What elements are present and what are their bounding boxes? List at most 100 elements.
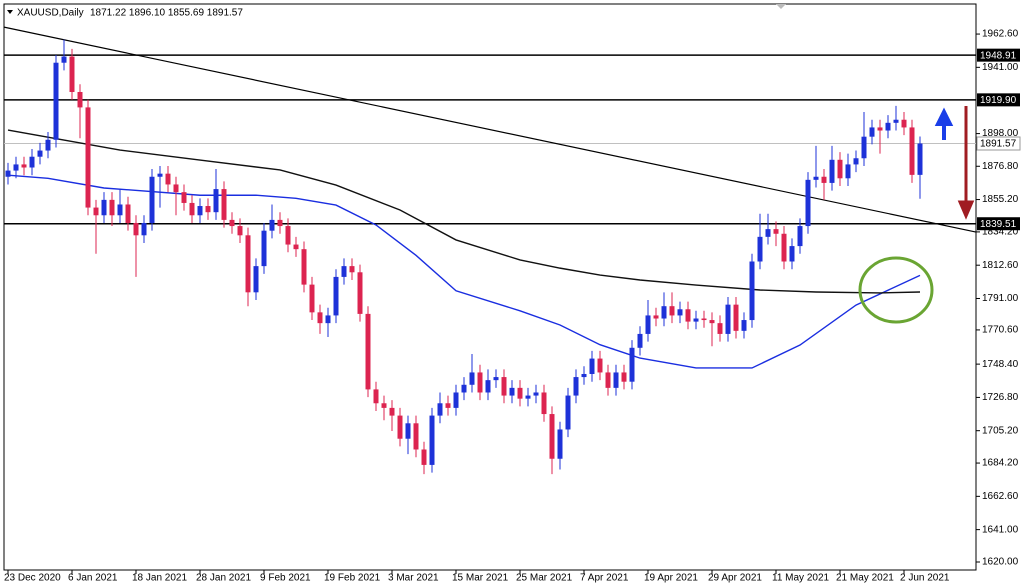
candle-body bbox=[317, 312, 323, 324]
candle-body bbox=[309, 284, 315, 313]
candle-body bbox=[869, 127, 875, 137]
candle-body bbox=[789, 246, 795, 262]
candle-body bbox=[461, 384, 467, 393]
candle-body bbox=[485, 380, 491, 393]
y-tick-label: 1812.60 bbox=[982, 260, 1019, 271]
candle-body bbox=[581, 373, 587, 378]
candle-body bbox=[525, 395, 531, 399]
candle-body bbox=[269, 219, 275, 231]
candle-body bbox=[709, 320, 715, 324]
candle-body bbox=[221, 189, 227, 220]
down-arrow bbox=[957, 106, 975, 220]
candle-body bbox=[605, 372, 611, 388]
candle-body bbox=[493, 377, 499, 381]
menu-triangle bbox=[7, 10, 13, 14]
candle-body bbox=[573, 377, 579, 396]
candle-body bbox=[773, 229, 779, 234]
candle-body bbox=[61, 56, 67, 63]
candle-body bbox=[421, 449, 427, 465]
up-arrow bbox=[934, 107, 954, 140]
candle-body bbox=[861, 136, 867, 159]
candle-body bbox=[101, 199, 107, 216]
candle-body bbox=[837, 159, 843, 179]
candle-body bbox=[285, 226, 291, 245]
candle-body bbox=[397, 415, 403, 439]
price-tag bbox=[977, 217, 1020, 231]
candle-body bbox=[509, 387, 515, 396]
price-tag bbox=[977, 93, 1020, 107]
candle-body bbox=[133, 222, 139, 236]
candle-body bbox=[197, 206, 203, 216]
y-tick-label: 1684.20 bbox=[982, 458, 1019, 469]
candle-body bbox=[653, 315, 659, 319]
candle-body bbox=[733, 304, 739, 331]
x-tick-label: 2 Jun 2021 bbox=[900, 573, 950, 584]
x-tick-label: 9 Feb 2021 bbox=[260, 573, 311, 584]
y-tick-label: 1770.60 bbox=[982, 325, 1019, 336]
candle-body bbox=[205, 206, 211, 213]
candle-body bbox=[693, 318, 699, 322]
y-tick-label: 1791.00 bbox=[982, 293, 1019, 304]
candle-body bbox=[5, 170, 11, 177]
candle-body bbox=[813, 176, 819, 180]
candle-body bbox=[533, 392, 539, 396]
candle-body bbox=[293, 244, 299, 250]
candle-body bbox=[437, 403, 443, 416]
price-tag-label: 1919.90 bbox=[980, 95, 1017, 106]
price-tag-label: 1839.51 bbox=[980, 219, 1017, 230]
candle-body bbox=[853, 158, 859, 165]
candle-body bbox=[69, 56, 75, 92]
candle-body bbox=[141, 222, 147, 236]
candle-body bbox=[845, 164, 851, 179]
candle-body bbox=[213, 189, 219, 213]
candle-body bbox=[501, 377, 507, 396]
y-tick-label: 1726.80 bbox=[982, 392, 1019, 403]
x-tick-label: 6 Jan 2021 bbox=[68, 573, 118, 584]
candle-body bbox=[357, 272, 363, 314]
candle-body bbox=[917, 143, 923, 175]
candle-body bbox=[717, 323, 723, 334]
candle-body bbox=[797, 226, 803, 247]
candle-body bbox=[781, 233, 787, 262]
candle-body bbox=[893, 119, 899, 123]
candle-body bbox=[677, 309, 683, 316]
y-tick-label: 1962.60 bbox=[982, 29, 1019, 40]
candle-body bbox=[885, 122, 891, 131]
y-tick-label: 1834.20 bbox=[982, 227, 1019, 238]
candle-body bbox=[333, 276, 339, 316]
candle-body bbox=[405, 423, 411, 439]
candle-body bbox=[53, 62, 59, 140]
candle-body bbox=[685, 309, 691, 322]
last-price-tag bbox=[976, 136, 1021, 151]
price-tag-label: 1948.91 bbox=[980, 50, 1017, 61]
candle-body bbox=[413, 423, 419, 450]
candle-body bbox=[629, 347, 635, 382]
candle-body bbox=[125, 204, 131, 223]
moving-average bbox=[7, 129, 921, 294]
y-tick-label: 1620.00 bbox=[982, 557, 1019, 568]
candle-body bbox=[613, 372, 619, 388]
candle-body bbox=[765, 229, 771, 237]
last-price-label: 1891.57 bbox=[980, 139, 1017, 150]
y-tick-label: 1855.20 bbox=[982, 194, 1019, 205]
x-tick-label: 23 Dec 2020 bbox=[4, 573, 61, 584]
candle-body bbox=[469, 372, 475, 385]
candle-body bbox=[661, 306, 667, 319]
x-tick-label: 25 Mar 2021 bbox=[516, 573, 573, 584]
candle-body bbox=[429, 415, 435, 465]
candle-body bbox=[637, 333, 643, 348]
candle-body bbox=[549, 414, 555, 459]
candle-body bbox=[805, 179, 811, 227]
candle-body bbox=[445, 403, 451, 408]
candle-body bbox=[229, 219, 235, 227]
x-tick-label: 18 Jan 2021 bbox=[132, 573, 187, 584]
moving-average bbox=[7, 174, 921, 369]
candle-body bbox=[245, 235, 251, 293]
y-tick-label: 1641.00 bbox=[982, 524, 1019, 535]
plot-frame bbox=[3, 3, 977, 571]
price-tag bbox=[977, 48, 1020, 62]
trendline bbox=[3, 26, 977, 233]
candle-body bbox=[189, 202, 195, 216]
x-tick-label: 7 Apr 2021 bbox=[580, 573, 629, 584]
candle-body bbox=[901, 119, 907, 128]
